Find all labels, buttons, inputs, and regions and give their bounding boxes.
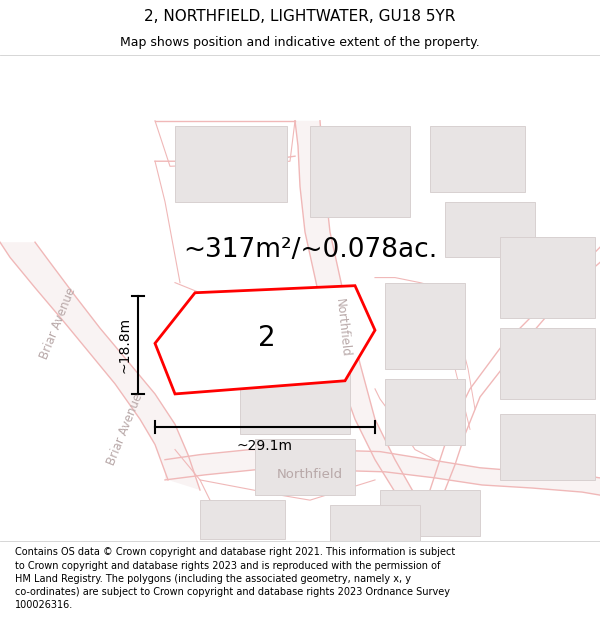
Text: 2, NORTHFIELD, LIGHTWATER, GU18 5YR: 2, NORTHFIELD, LIGHTWATER, GU18 5YR (145, 9, 455, 24)
Bar (380, 490, 480, 536)
Bar (500, 328, 595, 399)
Text: 2: 2 (258, 324, 275, 352)
Bar (500, 414, 595, 480)
Bar (200, 500, 285, 539)
Bar (445, 202, 535, 258)
Text: ~317m²/~0.078ac.: ~317m²/~0.078ac. (183, 238, 437, 263)
Text: Map shows position and indicative extent of the property.: Map shows position and indicative extent… (120, 36, 480, 49)
PathPatch shape (0, 242, 200, 490)
Text: ~29.1m: ~29.1m (237, 439, 293, 452)
Polygon shape (155, 286, 375, 394)
Bar (330, 505, 420, 541)
Bar (385, 379, 465, 444)
Text: Northfield: Northfield (277, 468, 343, 481)
Text: Briar Avenue: Briar Avenue (38, 286, 79, 361)
Bar (500, 237, 595, 318)
Bar (240, 369, 350, 434)
Bar (175, 126, 287, 202)
Bar (385, 282, 465, 369)
Bar (310, 126, 410, 217)
Text: ~18.8m: ~18.8m (117, 317, 131, 373)
Text: Briar Avenue: Briar Avenue (104, 391, 145, 467)
Text: Contains OS data © Crown copyright and database right 2021. This information is : Contains OS data © Crown copyright and d… (15, 548, 455, 610)
PathPatch shape (165, 449, 600, 495)
Bar (430, 126, 525, 192)
PathPatch shape (295, 121, 432, 521)
Bar (255, 439, 355, 495)
Text: Northfield: Northfield (332, 298, 352, 358)
